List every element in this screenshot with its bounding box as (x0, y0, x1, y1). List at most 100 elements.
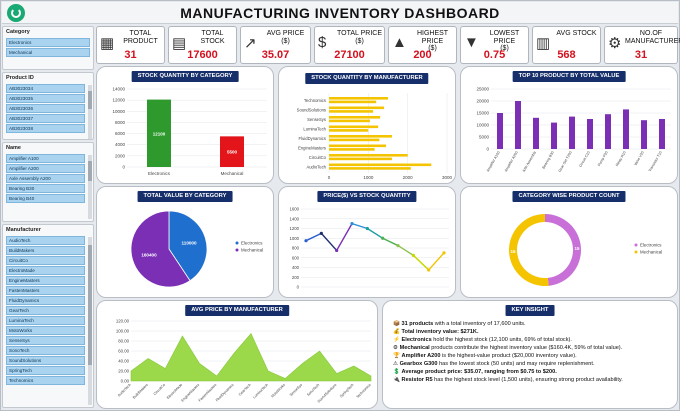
box-icon: ▦ (100, 35, 115, 52)
refresh-logo-icon[interactable] (7, 4, 25, 22)
bar (329, 129, 369, 132)
insight-text: has the lowest stock (50 units) and may … (437, 361, 595, 367)
y-tick-label: 1400 (289, 216, 299, 221)
dollar-icon: 💲 (393, 369, 400, 375)
product-id-slicer-item[interactable]: AB3023035 (6, 94, 85, 103)
manufacturer-slicer-item[interactable]: EngineMasters (6, 276, 85, 285)
line-point (304, 239, 308, 243)
manufacturer-slicer-item[interactable]: LuminaTech (6, 316, 85, 325)
kpi-card: ▼ LOWEST PRICE ($) 0.75 (460, 26, 529, 64)
manufacturer-slicer-item[interactable]: SpringTech (6, 366, 85, 375)
trophy-icon: 🏆 (393, 353, 400, 359)
kpi-value: 31 (634, 49, 648, 61)
insight-text: is the highest-value product ($20,000 in… (440, 353, 577, 359)
x-tick-label: 2000 (403, 175, 414, 180)
stock-by-manufacturer-panel: STOCK QUANTITY BY MANUFACTURER 0 1000 2000… (278, 66, 456, 184)
insight-emphasis: Resistor R5 (401, 377, 433, 383)
name-slicer-item[interactable]: Axle Assembly A200 (6, 174, 85, 183)
manufacturer-slicer-item[interactable]: Technomics (6, 376, 85, 385)
line-segment (320, 232, 338, 251)
line-segment (336, 223, 353, 251)
line-point (442, 251, 446, 255)
x-tick-label: Valve V20 (633, 151, 645, 167)
y-tick-label: 14000 (112, 87, 125, 92)
manufacturer-slicer-item[interactable]: ElectroMade (6, 266, 85, 275)
money-icon: 💰 (393, 329, 400, 335)
kpi-card: ▲ HIGHEST PRICE ($) 200 (388, 26, 457, 64)
bar (329, 148, 375, 151)
key-insight-panel: KEY INSIGHT 📦 31 products with a total i… (382, 300, 678, 409)
manufacturer-slicer-item[interactable]: SenseSys (6, 336, 85, 345)
avg-price-title: AVG PRICE BY MANUFACTURER (185, 305, 289, 316)
y-tick-label: 200 (292, 275, 300, 280)
bar (641, 120, 647, 149)
bar (329, 100, 377, 104)
x-tick-label: ElectroMade (166, 383, 183, 400)
key-insight-title: KEY INSIGHT (505, 305, 555, 316)
line-point (381, 236, 385, 240)
insight-item: ⚙ Mechanical products contribute the hig… (393, 344, 675, 352)
x-tick-label: Pump P20 (597, 150, 609, 167)
insight-emphasis: Mechanical (399, 345, 430, 351)
manufacturer-slicer-item[interactable]: SonoTech (6, 346, 85, 355)
name-slicer-item[interactable]: Bearing B40 (6, 194, 85, 203)
y-tick-label: 10000 (476, 123, 489, 128)
x-tick-label: Axle Assembly (522, 150, 537, 172)
name-slicer-item[interactable]: Amplifier A200 (6, 164, 85, 173)
manufacturer-slicer-item[interactable]: SoundSolutions (6, 356, 85, 365)
kpi-value: 27100 (334, 49, 365, 61)
kpi-card: ⚙ NO.OF MANUFACTURER 31 (604, 26, 680, 64)
kpi-value: 17600 (187, 49, 218, 61)
category-slicer-item[interactable]: Mechanical (6, 48, 90, 57)
manufacturer-slicer-item[interactable]: GearTech (6, 306, 85, 315)
name-slicer-item[interactable]: Amplifier A100 (6, 154, 85, 163)
manufacturer-slicer-item[interactable]: AudioTech (6, 236, 85, 245)
kpi-label: TOTAL STOCK (200, 30, 225, 45)
insight-item: 💲 Average product price: $35.07, ranging… (393, 368, 675, 376)
manufacturer-slicer-item[interactable]: FastenMasters (6, 286, 85, 295)
manufacturer-slicer-item[interactable]: FluidDynamics (6, 296, 85, 305)
legend-label: Mechanical (241, 248, 263, 253)
manufacturer-slicer-item[interactable]: BuildMakers (6, 246, 85, 255)
product-id-slicer-item[interactable]: AB3023034 (6, 84, 85, 93)
x-tick-label: BuildMakers (132, 383, 149, 400)
x-tick-label: AudioTech (117, 383, 132, 398)
name-slicer-item[interactable]: Bearing B30 (6, 184, 85, 193)
price-vs-stock-panel: PRICE($) VS STOCK QUANTITY 0 200 400 600 800… (278, 186, 456, 298)
product-id-slicer-item[interactable]: AB3023037 (6, 114, 85, 123)
x-tick-label: Mechanical (221, 171, 244, 176)
manufacturer-slicer-item[interactable]: CircuitCo (6, 256, 85, 265)
insight-text: hold the highest stock (12,100 units, 69… (431, 337, 572, 343)
y-tick-label: 0.00 (121, 379, 130, 384)
product-id-slicer: Product ID AB3023034 AB3023035 AB3023036… (2, 72, 94, 140)
insight-emphasis: Total inventory value: $271K. (401, 329, 479, 335)
insight-text: has the highest stock level (1,500 units… (432, 377, 623, 383)
manufacturer-slicer-item[interactable]: MotoWorks (6, 326, 85, 335)
manufacturer-scrollbar[interactable] (88, 237, 92, 405)
data-label: 160400 (141, 253, 157, 258)
product-id-scrollbar[interactable] (88, 85, 92, 139)
bar (329, 144, 387, 148)
bar (551, 122, 557, 149)
y-tick-label: 60.00 (118, 349, 129, 354)
product-id-slicer-item[interactable]: AB3023036 (6, 104, 85, 113)
line-segment (305, 232, 322, 242)
bar (329, 167, 411, 170)
category-slicer-item[interactable]: Electronics (6, 38, 90, 47)
x-tick-label: Electronics (148, 171, 171, 176)
y-tick-label: 12000 (112, 98, 125, 103)
y-tick-label: 100.00 (116, 329, 130, 334)
x-tick-label: 1000 (363, 175, 374, 180)
bar (659, 119, 665, 149)
y-tick-label: 2000 (115, 153, 126, 158)
bar (329, 97, 388, 100)
data-label: 16 (511, 249, 517, 254)
name-slicer-title: Name (6, 145, 21, 151)
dashboard-header: MANUFACTURING INVENTORY DASHBOARD (2, 2, 678, 24)
product-id-slicer-item[interactable]: AB3023038 (6, 124, 85, 133)
legend-swatch (634, 250, 638, 254)
y-tick-label: 600 (292, 255, 300, 260)
name-scrollbar[interactable] (88, 155, 92, 219)
top10-title: TOP 10 PRODUCT BY TOTAL VALUE (512, 71, 626, 82)
x-tick-label: Transistor T10 (648, 150, 663, 172)
